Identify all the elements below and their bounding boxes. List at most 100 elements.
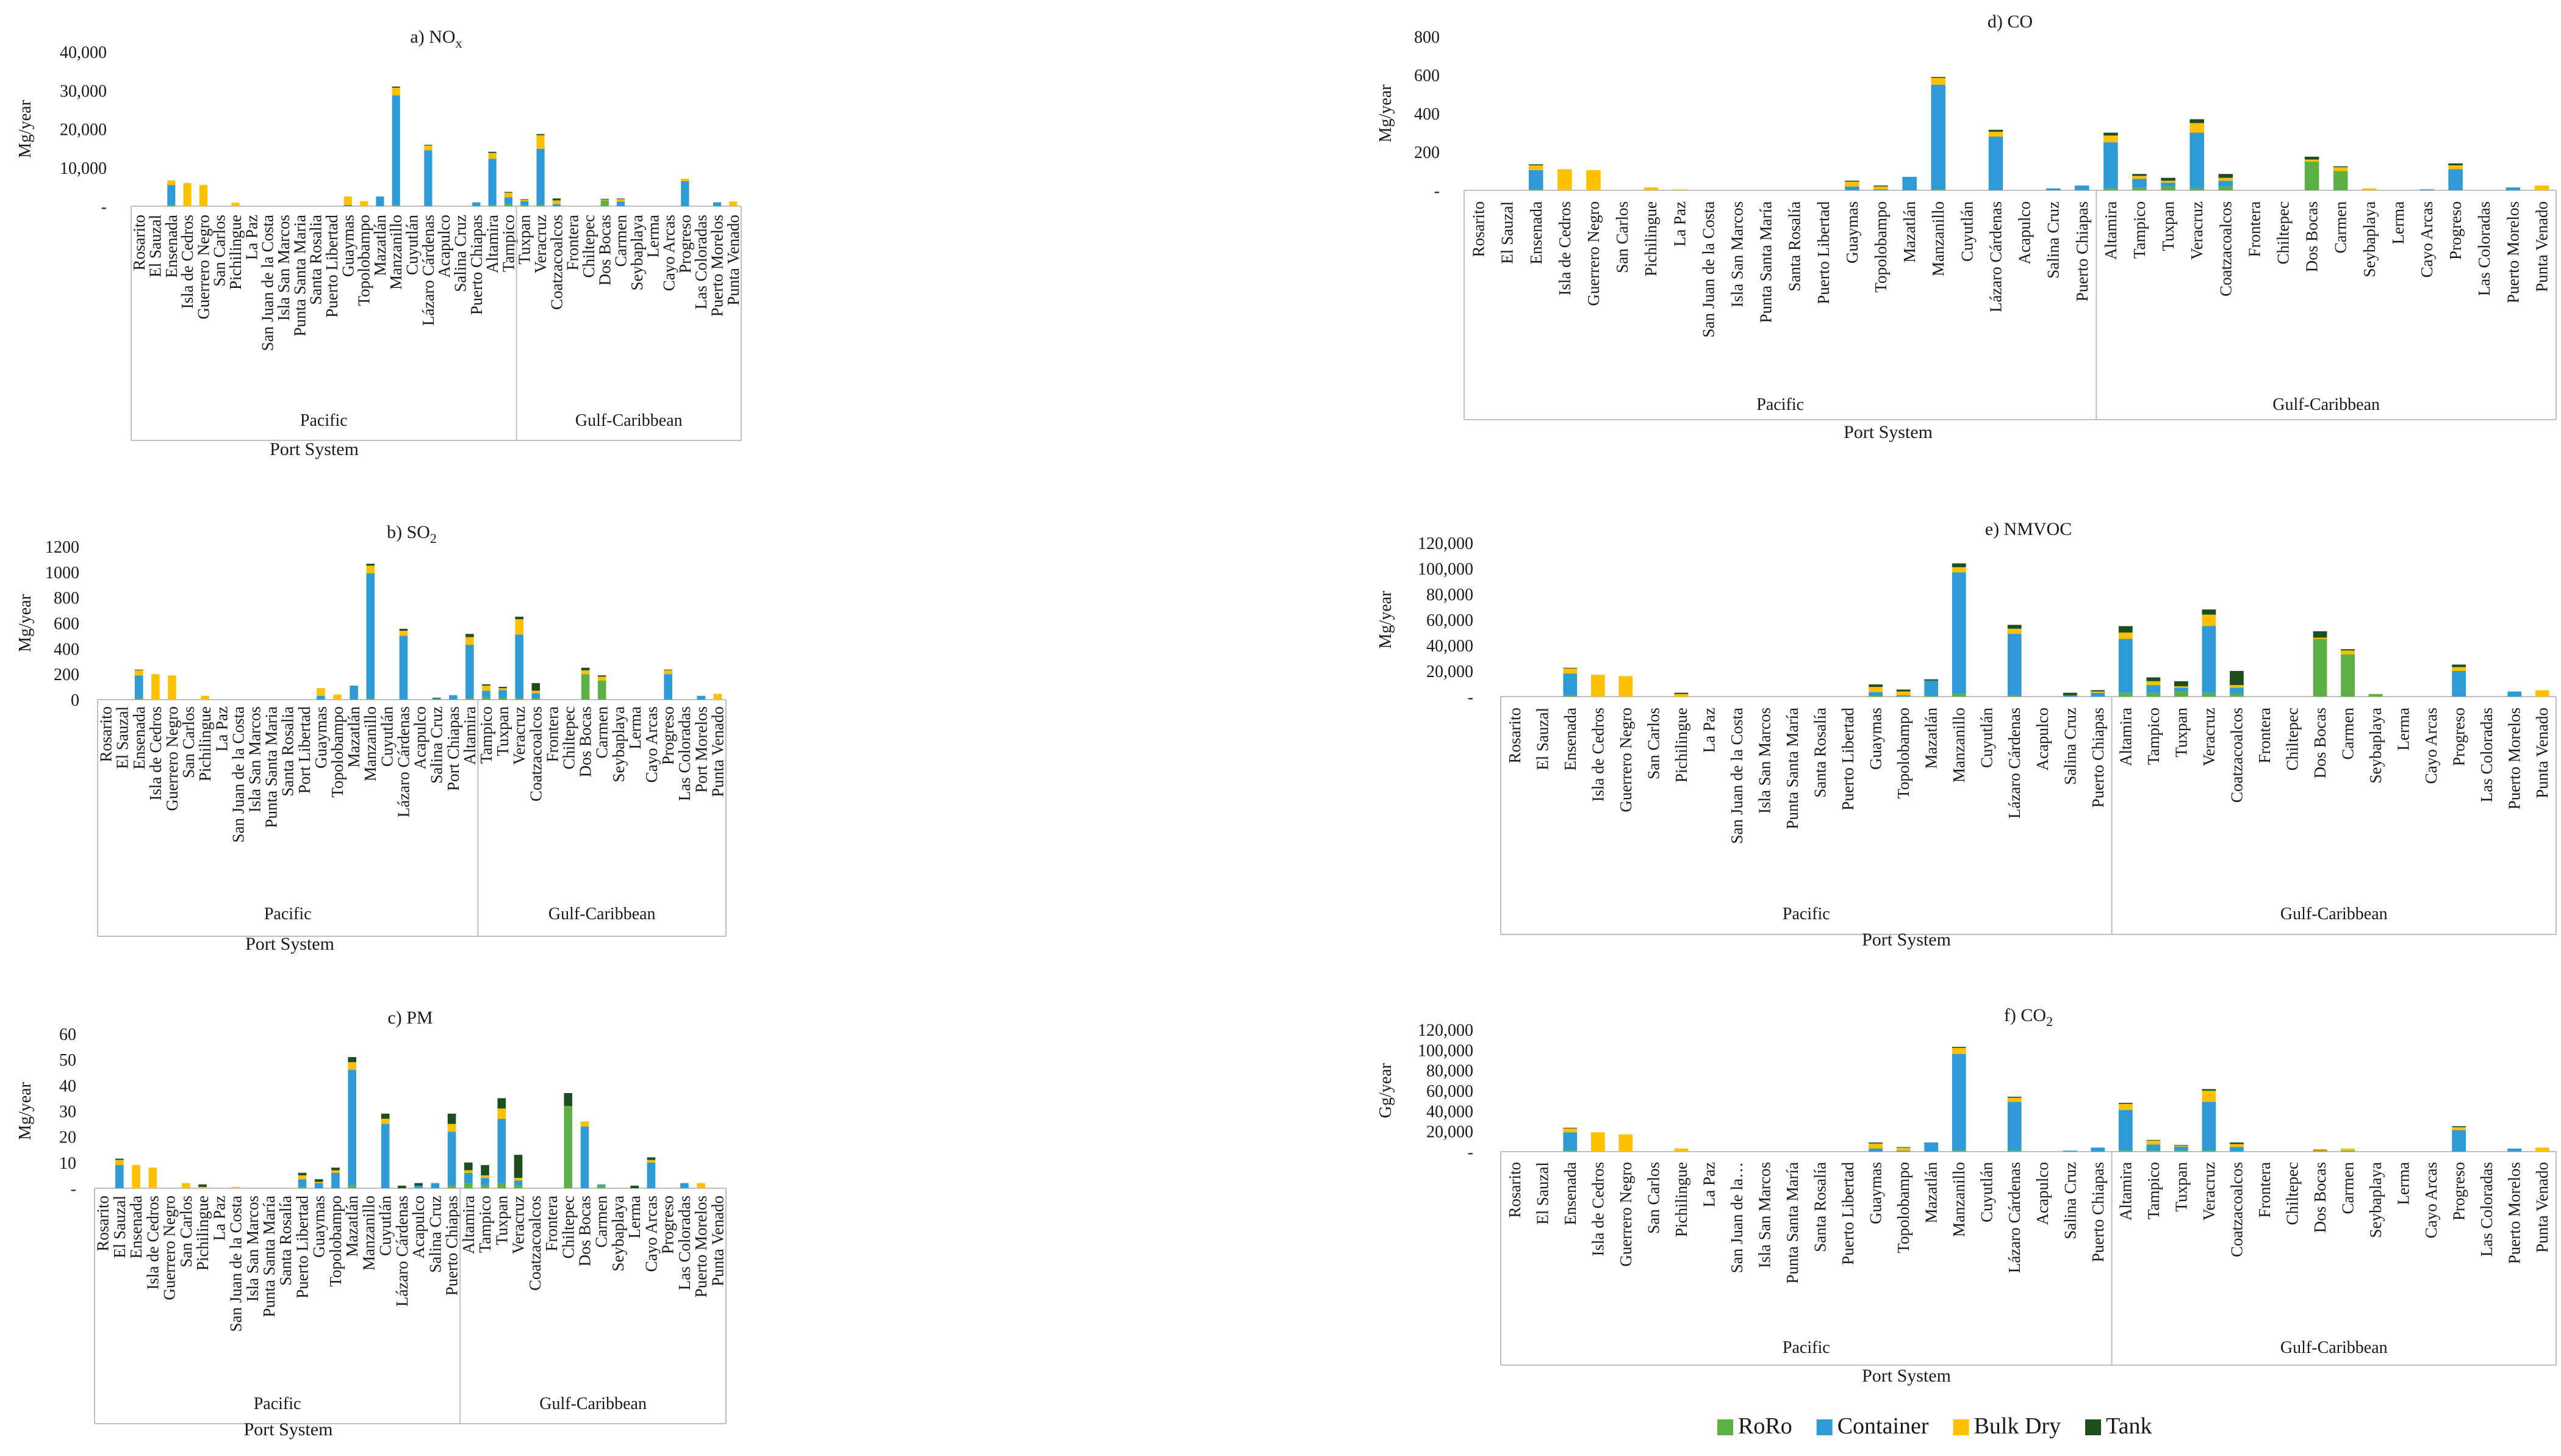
category-label: Mazatlán bbox=[343, 1196, 361, 1257]
bar-tank bbox=[1845, 181, 1859, 182]
category-label: Mazatlán bbox=[345, 706, 363, 768]
bar-bulk-dry bbox=[343, 196, 352, 206]
bar-tank bbox=[597, 675, 606, 677]
bar-container bbox=[536, 148, 545, 205]
group-label: Gulf-Caribbean bbox=[548, 905, 656, 923]
group-label: Pacific bbox=[1756, 395, 1804, 414]
bar-container bbox=[472, 202, 481, 206]
bar-bulk-dry bbox=[1952, 1048, 1966, 1054]
category-label: Tuxpan bbox=[494, 706, 512, 756]
bar-tank bbox=[520, 199, 529, 200]
bar-roro bbox=[1952, 694, 1966, 697]
bar-bulk-dry bbox=[360, 201, 368, 206]
category-label: Acapulco bbox=[2033, 1162, 2052, 1225]
bar-container bbox=[1896, 1150, 1911, 1152]
category-label: Pichilingue bbox=[193, 1196, 212, 1271]
category-label: Puerto Morelos bbox=[692, 1196, 710, 1297]
bar-bulk-dry bbox=[331, 1170, 340, 1173]
x-axis-label-co: Port System bbox=[1844, 422, 1933, 442]
category-label: Topolobampo bbox=[1872, 201, 1890, 293]
category-label: Las Coloradas bbox=[692, 215, 710, 309]
bar-roro bbox=[2202, 1150, 2216, 1152]
bar-tank bbox=[2174, 681, 2188, 687]
bar-roro bbox=[481, 1185, 489, 1188]
y-tick-label: 60 bbox=[59, 1025, 76, 1044]
category-label: Altamira bbox=[2116, 1162, 2135, 1221]
bar-bulk-dry bbox=[1590, 1132, 1605, 1152]
y-tick-label: 400 bbox=[1414, 105, 1440, 124]
category-label: Frontera bbox=[2255, 1162, 2274, 1218]
category-label: Santa Rosalia bbox=[307, 215, 325, 305]
legend-label: Container bbox=[1837, 1413, 1929, 1439]
bar-container bbox=[2146, 685, 2161, 693]
category-label: Salina Cruz bbox=[2061, 708, 2079, 785]
group-label: Gulf-Caribbean bbox=[575, 411, 683, 430]
y-tick-label: 30 bbox=[59, 1103, 76, 1122]
bar-bulk-dry bbox=[1896, 1147, 1911, 1151]
category-label: Tampico bbox=[2144, 1162, 2163, 1219]
bar-tank bbox=[488, 151, 497, 153]
category-label: Punta Santa María bbox=[1783, 708, 1801, 829]
category-label: Isla de Cedros bbox=[1589, 1162, 1607, 1256]
category-label: Frontera bbox=[564, 215, 582, 270]
y-tick-label: 80,000 bbox=[1426, 586, 1473, 604]
chart-title-nmvoc: e) NMVOC bbox=[1985, 519, 2072, 539]
category-label: Topolobampo bbox=[1894, 1162, 1913, 1253]
bar-container bbox=[366, 573, 375, 698]
bar-container bbox=[2091, 1147, 2105, 1152]
bar-roro bbox=[298, 1186, 307, 1188]
bar-container bbox=[481, 1178, 489, 1186]
legend-item-tank: Tank bbox=[2085, 1413, 2152, 1439]
y-tick-label: 10 bbox=[59, 1154, 76, 1173]
bar-bulk-dry bbox=[381, 1119, 390, 1124]
category-label: Punta Venado bbox=[2533, 1162, 2551, 1253]
category-label: Tuxpan bbox=[2172, 708, 2190, 758]
category-label: Lerma bbox=[2394, 1162, 2413, 1205]
bar-container bbox=[1931, 84, 1946, 190]
bar-roro bbox=[564, 1106, 573, 1188]
category-label: La Paz bbox=[1670, 201, 1689, 246]
y-tick-label: 800 bbox=[54, 589, 79, 608]
category-label: San Juan de la Costa bbox=[227, 1196, 245, 1332]
category-label: Tampico bbox=[477, 706, 495, 764]
bar-bulk-dry bbox=[199, 185, 207, 206]
bar-container bbox=[343, 205, 352, 206]
bar-tank bbox=[504, 192, 512, 193]
category-label: Acapulco bbox=[2016, 201, 2034, 264]
bar-roro bbox=[2174, 1150, 2188, 1152]
bar-container bbox=[298, 1179, 307, 1187]
category-label: Punta Venado bbox=[2533, 708, 2551, 798]
bar-bulk-dry bbox=[1643, 187, 1658, 190]
category-label: Frontera bbox=[542, 1196, 561, 1251]
category-label: Ensenada bbox=[130, 706, 148, 769]
bar-roro bbox=[2313, 639, 2327, 697]
bar-roro bbox=[2146, 1150, 2161, 1152]
bar-roro bbox=[1563, 1150, 1578, 1152]
category-label: Manzanillo bbox=[361, 706, 379, 781]
category-label: Santa Rosalía bbox=[1811, 708, 1830, 798]
category-label: Puerto Libertad bbox=[323, 215, 341, 318]
bar-tank bbox=[2341, 649, 2355, 651]
chart-title-co: d) CO bbox=[1988, 12, 2033, 32]
category-label: Puerto Chiapas bbox=[2089, 1162, 2107, 1262]
category-label: San Carlos bbox=[1613, 201, 1631, 273]
category-label: Lázaro Cárdenas bbox=[419, 215, 437, 326]
bar-tank bbox=[1528, 164, 1543, 166]
bar-container bbox=[681, 181, 689, 206]
category-label: Veracruz bbox=[531, 215, 550, 273]
category-label: Carmen bbox=[2332, 201, 2350, 254]
category-label: Mazatlán bbox=[1922, 708, 1941, 769]
bar-tank bbox=[647, 1157, 656, 1160]
y-tick-label: 1000 bbox=[45, 564, 79, 583]
bar-container bbox=[1563, 1132, 1578, 1151]
y-tick-label: 40 bbox=[59, 1077, 76, 1096]
bar-tank bbox=[2007, 625, 2022, 629]
category-label: Seybaplaya bbox=[628, 215, 646, 290]
category-label: Guerrero Negro bbox=[1617, 1162, 1635, 1267]
bar-bulk-dry bbox=[1988, 131, 2003, 137]
category-label: Veracruz bbox=[2188, 201, 2206, 260]
category-label: Acapulco bbox=[435, 215, 453, 278]
bar-bulk-dry bbox=[1869, 1143, 1883, 1149]
bar-roro bbox=[2341, 654, 2355, 697]
